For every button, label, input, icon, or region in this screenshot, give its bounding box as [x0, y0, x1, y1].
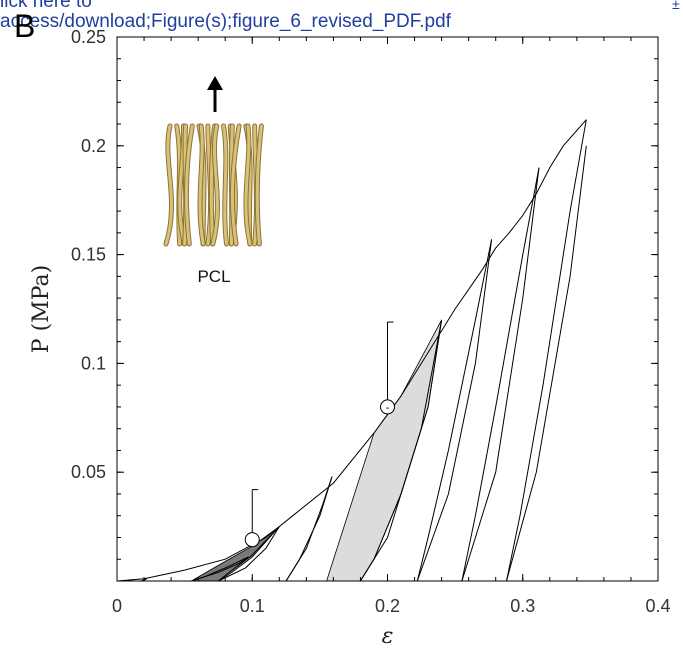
- reload-curve-4: [359, 319, 443, 582]
- reload-curve-5: [416, 239, 493, 582]
- fiber-strand: [255, 124, 263, 246]
- fiber-strand: [198, 124, 205, 246]
- x-tick-label: 0.1: [240, 596, 265, 616]
- reload-curve-1: [191, 556, 249, 582]
- reload-curve-2: [218, 526, 280, 582]
- y-tick-label: 0.05: [71, 462, 106, 482]
- inset-label: PCL: [197, 267, 230, 286]
- y-tick-label: 0.15: [71, 245, 106, 265]
- x-tick-label: 0.4: [645, 596, 670, 616]
- unload-curve-7: [506, 119, 587, 582]
- x-axis-title: ε: [382, 624, 394, 649]
- reload-curve-7: [506, 145, 587, 582]
- y-tick-label: 0.1: [81, 353, 106, 373]
- pcl-fiber-inset: PCL: [163, 76, 264, 286]
- download-link-line1[interactable]: lick here to: [0, 0, 92, 12]
- loading-curves: [116, 119, 587, 582]
- fiber-strand: [230, 124, 241, 246]
- axes: 0 0.1 0.2 0.3 0.4 0.05 0.1 0.15 0.2 0.25 ε P (MPa): [29, 27, 671, 649]
- data-markers: -: [244, 321, 395, 548]
- data-point-0: [244, 532, 260, 548]
- reload-curve-3: [285, 476, 333, 582]
- unload-curve-6: [461, 167, 540, 582]
- hysteresis-shaded-areas: [189, 319, 442, 582]
- fiber-strand: [244, 124, 252, 246]
- x-tick-label: 0.3: [510, 596, 535, 616]
- fiber-strand: [222, 124, 228, 246]
- panel-letter: B: [14, 8, 36, 44]
- data-point-1: [380, 399, 395, 415]
- y-tick-label: 0.25: [71, 27, 106, 47]
- data-point-symbol-1: -: [386, 402, 390, 414]
- y-axis-title: P (MPa): [29, 265, 54, 353]
- unload-curve-3: [285, 476, 333, 582]
- fiber-strand: [211, 124, 219, 246]
- fiber-bundle-icon: [163, 123, 264, 247]
- up-arrow-head-icon: [207, 76, 223, 90]
- x-tick-label: 0.2: [375, 596, 400, 616]
- envelope-curve: [116, 119, 587, 582]
- corner-mark: ±: [672, 0, 680, 12]
- x-tick-label: 0: [112, 596, 122, 616]
- fiber-strand: [164, 124, 173, 246]
- y-tick-label: 0.2: [81, 136, 106, 156]
- fiber-strand: [184, 124, 194, 246]
- unload-curve-5: [416, 239, 493, 582]
- unload-curve-2: [218, 526, 280, 582]
- reload-curve-6: [461, 167, 540, 582]
- download-link-line2[interactable]: access/download;Figure(s);figure_6_revis…: [0, 11, 451, 32]
